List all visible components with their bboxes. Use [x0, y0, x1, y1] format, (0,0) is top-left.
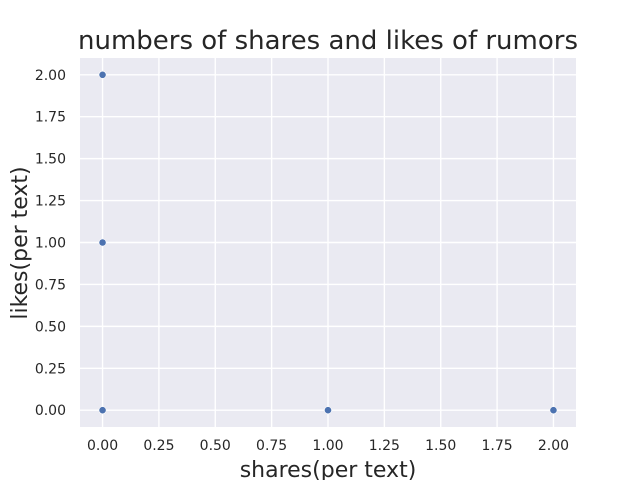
- y-tick-label: 1.75: [35, 110, 66, 126]
- data-points: [98, 70, 558, 415]
- x-axis-label: shares(per text): [240, 458, 417, 480]
- y-tick-label: 2.00: [35, 68, 66, 84]
- x-tick-label: 0.75: [256, 438, 287, 454]
- y-tick-label: 1.00: [35, 236, 66, 252]
- y-tick-label: 0.75: [35, 277, 66, 293]
- data-point: [98, 406, 107, 415]
- data-point: [98, 238, 107, 247]
- data-point: [549, 406, 558, 415]
- x-tick-label: 1.50: [425, 438, 456, 454]
- x-tick-label: 1.75: [482, 438, 513, 454]
- x-tick-label: 0.50: [200, 438, 231, 454]
- y-tick-label: 0.50: [35, 319, 66, 335]
- x-tick-label: 1.25: [369, 438, 400, 454]
- x-tick-label: 1.00: [312, 438, 343, 454]
- x-axis-ticks: 0.00 0.25 0.50 0.75 1.00 1.25 1.50 1.75 2.00: [87, 438, 569, 454]
- x-tick-label: 0.00: [87, 438, 118, 454]
- y-tick-label: 1.25: [35, 194, 66, 210]
- y-tick-label: 0.00: [35, 403, 66, 419]
- y-axis-label: likes(per text): [8, 166, 33, 319]
- x-tick-label: 0.25: [143, 438, 174, 454]
- y-tick-label: 1.50: [35, 152, 66, 168]
- y-tick-label: 0.25: [35, 361, 66, 377]
- chart-title: numbers of shares and likes of rumors: [78, 26, 578, 56]
- data-point: [98, 70, 107, 79]
- x-tick-label: 2.00: [538, 438, 569, 454]
- y-axis-ticks: 0.00 0.25 0.50 0.75 1.00 1.25 1.50 1.75 2.00: [35, 68, 66, 419]
- data-point: [324, 406, 332, 415]
